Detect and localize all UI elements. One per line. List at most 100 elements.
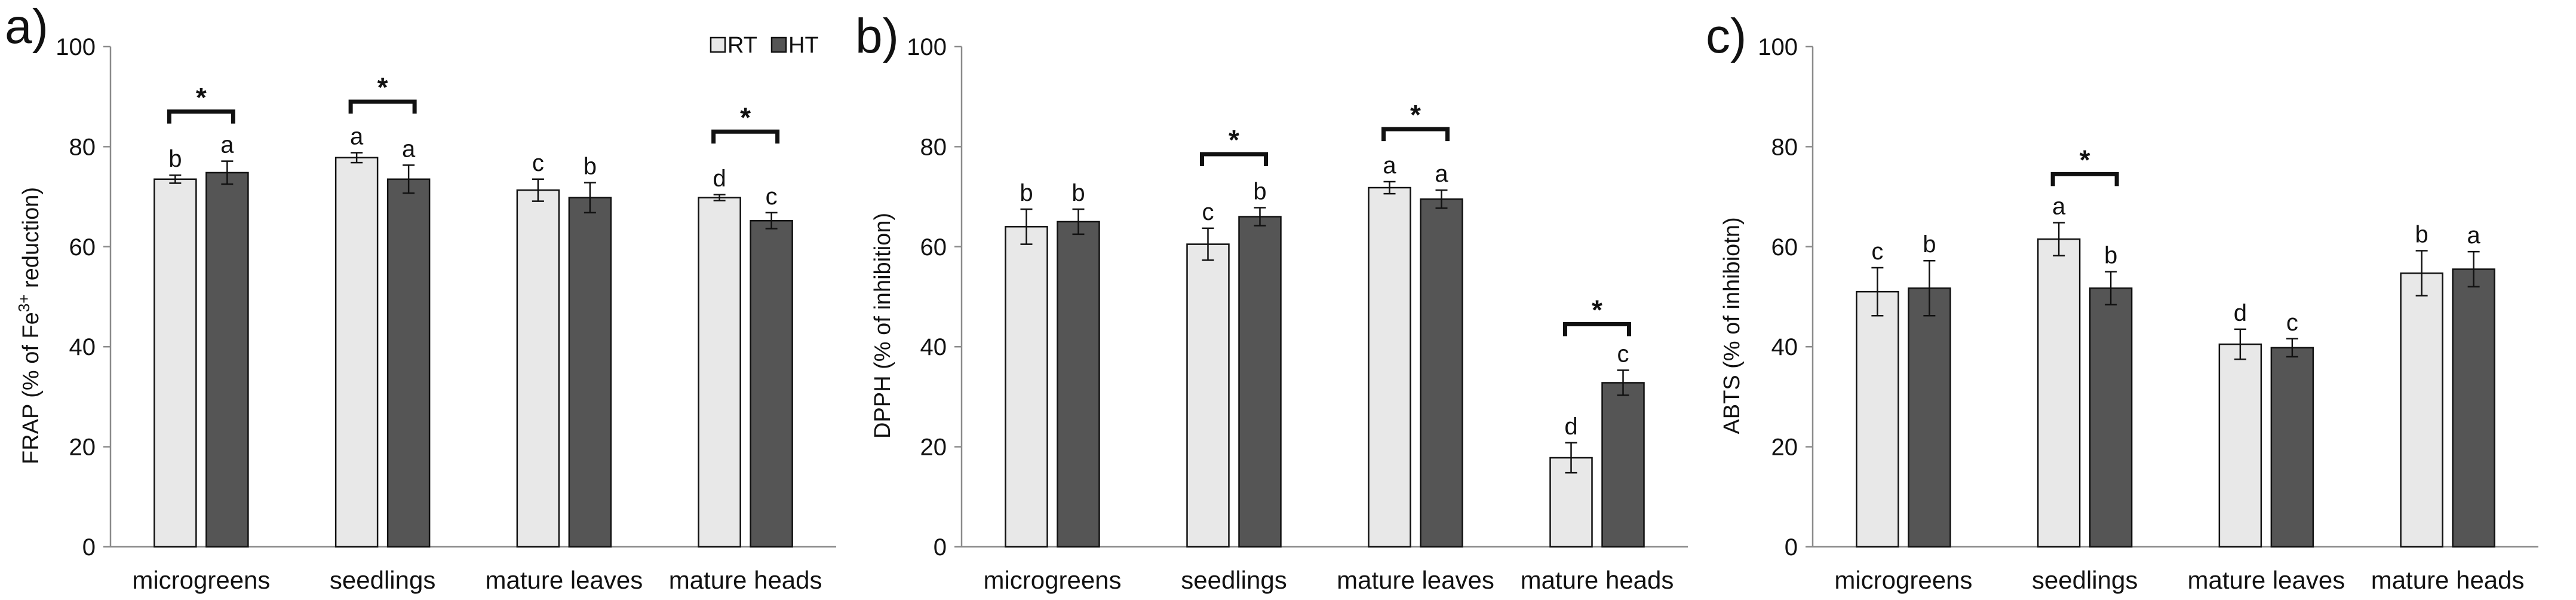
panel-c-significance-letter: b: [1923, 231, 1936, 258]
legend-label-ht: HT: [788, 33, 819, 58]
panel-a-y-tick-label: 80: [69, 134, 96, 160]
panel-b-category-label: mature heads: [1521, 566, 1674, 594]
panel-a-category-label: microgreens: [132, 566, 270, 594]
panel-c-category-label: mature leaves: [2187, 566, 2345, 594]
panel-b-label: b): [855, 9, 899, 63]
legend-swatch-rt: [710, 36, 726, 53]
panel-b-significance-letter: c: [1202, 199, 1214, 225]
panel-a-significance-star: *: [377, 72, 388, 103]
panel-b-significance-letter: d: [1564, 414, 1577, 440]
panel-c-y-axis-title: ABTS (% of inhibiotn): [1720, 217, 1745, 434]
panel-b-y-tick-label: 20: [920, 434, 947, 461]
panel-c-significance-letter: d: [2234, 300, 2247, 326]
panel-c-significance-star: *: [2080, 144, 2090, 175]
panel-b-bar-rt: [1005, 226, 1048, 548]
panel-c-y-tick-label: 0: [1785, 534, 1798, 561]
panel-a-significance-letter: d: [713, 166, 726, 192]
panel-b-bars: b c a d b b a c * * *: [954, 45, 1688, 548]
panel-a-significance-letter: c: [532, 150, 544, 176]
panel-a-significance-letter: a: [402, 136, 416, 162]
panel-c-significance-letter: a: [2052, 194, 2066, 220]
panel-a-significance-letter: a: [220, 132, 234, 158]
panel-a-y-tick-label: 40: [69, 334, 96, 360]
panel-c-significance-letter: c: [1871, 238, 1883, 265]
panel-b-category-label: microgreens: [983, 566, 1121, 594]
panel-c-bar-rt: [1856, 290, 1899, 548]
panel-a-category-label: mature leaves: [485, 566, 643, 594]
legend-label-rt: RT: [727, 33, 757, 58]
panel-c-y-tick-label: 60: [1771, 234, 1798, 261]
panel-a-label: a): [5, 0, 48, 54]
panel-c-bar-ht: [2270, 347, 2314, 548]
panel-c: c) ABTS (% of inhibiotn) 0 20 40 60 80 1…: [1706, 9, 2538, 594]
panel-a-y-axis-title-tail: reduction): [19, 187, 44, 295]
panel-a-bar-rt: [698, 197, 741, 548]
legend-swatch-ht: [770, 36, 787, 53]
panel-a-bar-rt: [516, 189, 560, 548]
panel-b-y-tick-label: 60: [920, 234, 947, 261]
panel-c-category-label: microgreens: [1834, 566, 1972, 594]
panel-c-significance-letter: b: [2415, 221, 2428, 247]
panel-a-significance-letter: b: [168, 146, 182, 172]
panel-b-y-tick-label: 40: [920, 334, 947, 360]
panel-a-x-categories: microgreens seedlings mature leaves matu…: [132, 566, 822, 594]
panel-b-significance-bracket: [1563, 322, 1631, 336]
panel-b-significance-star: *: [1229, 124, 1239, 155]
panel-c-bars: c a d b b b c a *: [1806, 45, 2538, 548]
legend: RT HT: [710, 33, 819, 58]
panel-a-significance-bracket: [167, 109, 235, 124]
panel-a-category-label: mature heads: [669, 566, 822, 594]
panel-b-significance-letter: b: [1253, 179, 1266, 205]
panel-a-y-axis-title-superscript: 3+: [15, 295, 33, 313]
panel-b-bar-ht: [1238, 216, 1282, 548]
panel-a-significance-star: *: [196, 82, 207, 113]
panel-b-y-tick-label: 100: [907, 34, 947, 60]
panel-a-significance-letter: b: [584, 154, 597, 180]
panel-b-bar-ht: [1057, 221, 1100, 548]
panel-b-significance-bracket: [1381, 127, 1450, 142]
panel-b-significance-letter: a: [1435, 161, 1448, 187]
panel-b-category-label: mature leaves: [1337, 566, 1494, 594]
panel-b-y-tick-label: 80: [920, 134, 947, 160]
panel-a: a) FRAP (% of Fe3+ reduction) 0 20 40 60…: [5, 0, 836, 594]
panel-a-significance-bracket: [348, 99, 417, 114]
panel-c-category-label: mature heads: [2371, 566, 2525, 594]
panel-c-y-tick-label: 40: [1771, 334, 1798, 360]
panel-a-significance-letter: a: [350, 123, 364, 149]
panel-c-significance-bracket: [2050, 172, 2119, 186]
panel-c-x-categories: microgreens seedlings mature leaves matu…: [1834, 566, 2524, 594]
panel-b-significance-letter: b: [1071, 180, 1085, 206]
panel-c-bar-ht: [1908, 287, 1951, 548]
panel-b-bar-rt: [1549, 457, 1593, 548]
panel-c-bar-ht: [2452, 268, 2495, 548]
panel-a-y-tick-label: 60: [69, 234, 96, 261]
panel-a-significance-star: *: [740, 102, 751, 133]
panel-c-significance-letter: a: [2467, 222, 2481, 249]
panel-a-y-tick-label: 100: [56, 34, 96, 60]
panel-b-bar-ht: [1601, 382, 1645, 548]
panel-c-significance-letter: c: [2286, 310, 2298, 336]
panel-c-bar-rt: [2037, 238, 2081, 548]
panel-c-bar-ht: [2089, 287, 2133, 548]
panel-a-significance-letter: c: [766, 183, 778, 210]
panel-a-bar-rt: [153, 178, 197, 548]
panel-a-category-label: seedlings: [330, 566, 435, 594]
panel-c-y-tick-label: 100: [1758, 34, 1798, 60]
panel-b-category-label: seedlings: [1181, 566, 1287, 594]
panel-a-y-axis-title: FRAP (% of Fe3+ reduction): [15, 187, 44, 464]
panel-a-bars: b a c d a a b c * * *: [103, 45, 836, 548]
panel-b-x-categories: microgreens seedlings mature leaves matu…: [983, 566, 1674, 594]
panel-b-significance-star: *: [1410, 99, 1421, 130]
panel-b-bar-rt: [1186, 243, 1230, 548]
panel-c-label: c): [1706, 9, 1746, 63]
panel-a-y-axis-title-main: FRAP (% of Fe: [19, 312, 44, 464]
panel-c-y-tick-label: 80: [1771, 134, 1798, 160]
panel-c-y-ticks: 0 20 40 60 80 100: [1758, 34, 1798, 561]
panel-b-bar-ht: [1420, 198, 1463, 548]
panel-b-significance-letter: a: [1383, 152, 1396, 179]
panel-b-significance-star: *: [1592, 295, 1602, 326]
panel-b-y-ticks: 0 20 40 60 80 100: [907, 34, 947, 561]
panel-a-y-tick-label: 20: [69, 434, 96, 461]
panel-b-significance-bracket: [1200, 152, 1268, 166]
